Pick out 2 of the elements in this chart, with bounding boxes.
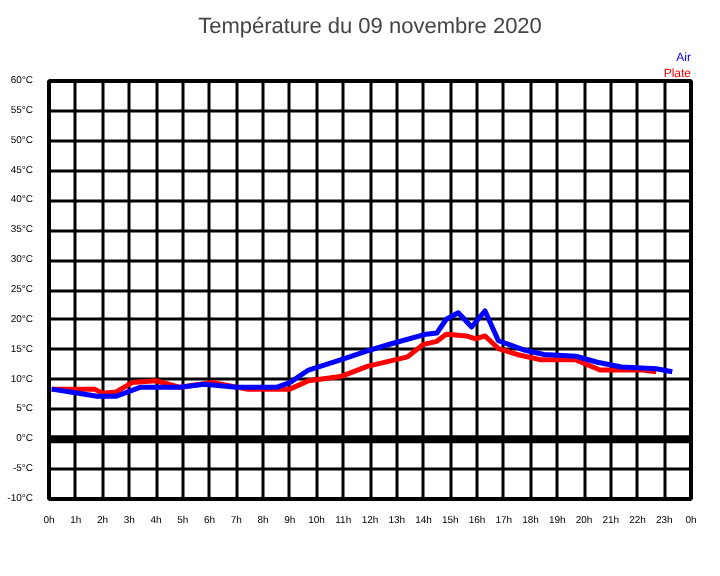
line-series <box>49 308 675 399</box>
chart-title: Température du 09 novembre 2020 <box>198 15 542 39</box>
